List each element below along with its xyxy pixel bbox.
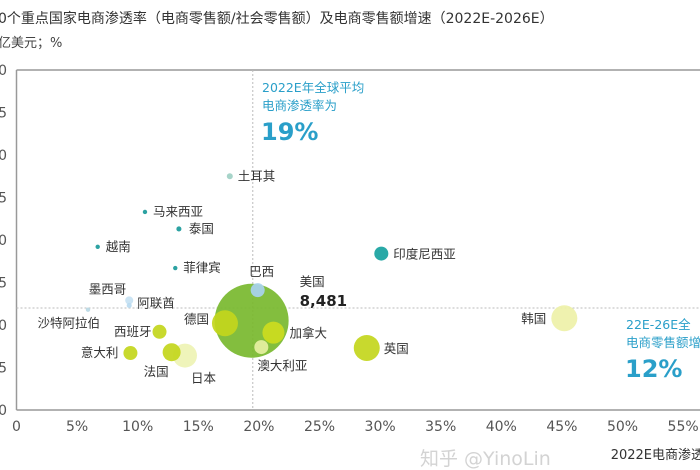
bubble — [211, 310, 238, 337]
x-axis-label: 2022E电商渗透 — [611, 448, 700, 463]
bubble — [176, 226, 182, 232]
bubble-label: 泰国 — [189, 221, 214, 236]
bubble — [123, 346, 138, 361]
x-tick-label: 50% — [607, 419, 638, 435]
bubble-label: 马来西亚 — [153, 204, 203, 219]
x-tick-label: 45% — [546, 419, 577, 435]
bubble — [173, 265, 178, 271]
x-tick-label: 25% — [304, 419, 335, 435]
bubble-label: 澳大利亚 — [257, 358, 307, 373]
bubble — [551, 305, 578, 332]
x-tick-label: 15% — [183, 419, 214, 435]
bubble-label: 加拿大 — [289, 326, 327, 341]
y-tick-label: 5 — [0, 361, 7, 377]
bubble-label: 越南 — [106, 239, 131, 254]
bubble — [152, 324, 167, 339]
bubble-label: 印度尼西亚 — [393, 247, 456, 262]
bubble-label: 德国 — [184, 311, 209, 326]
bubble — [254, 340, 269, 355]
chart-title: 0个重点国家电商渗透率（电商零售额/社会零售额）及电商零售额增速（2022E-2… — [0, 11, 554, 27]
x-tick-label: 5% — [66, 419, 88, 435]
bubble-label: 墨西哥 — [89, 281, 127, 296]
bubble — [126, 302, 132, 308]
bubble-label: 英国 — [384, 341, 409, 356]
x-tick-label: 20% — [243, 419, 274, 435]
bubble-label: 巴西 — [249, 264, 274, 279]
bubble — [226, 173, 233, 180]
bubble — [250, 283, 265, 298]
bubble-label: 土耳其 — [238, 168, 276, 183]
x-tick-label: 55% — [668, 419, 699, 435]
bubble-label: 法国 — [144, 364, 169, 379]
watermark: 知乎 @YinoLin — [420, 448, 551, 470]
bubble — [95, 244, 100, 249]
y-tick-label: 20 — [0, 233, 7, 249]
bubble — [374, 246, 389, 261]
chart-subtitle: 亿美元；% — [0, 36, 63, 51]
bubble — [142, 209, 148, 215]
bubble-label: 阿联酋 — [137, 295, 175, 310]
y-tick-label: 0 — [0, 403, 7, 419]
y-tick-label: 40 — [0, 63, 7, 79]
bubble-label: 日本 — [191, 371, 217, 386]
bubble — [85, 307, 91, 312]
bubble — [125, 296, 134, 305]
annotation-line: 2022E年全球平均 — [262, 80, 364, 95]
bubble — [353, 334, 380, 361]
bubble-value-label: 8,481 — [300, 292, 347, 310]
y-tick-label: 10 — [0, 318, 7, 334]
x-tick-label: 35% — [425, 419, 456, 435]
annotation-line: 22E-26E全 — [626, 317, 691, 332]
annotation-line: 电商渗透率为 — [262, 98, 337, 113]
x-tick-label: 30% — [365, 419, 396, 435]
y-tick-label: 25 — [0, 191, 7, 207]
y-tick-label: 35 — [0, 106, 7, 122]
y-tick-label: 30 — [0, 148, 7, 164]
bubble — [162, 343, 181, 362]
annotation-line: 电商零售额增 — [626, 335, 700, 350]
x-tick-label: 0 — [12, 419, 21, 435]
bubble-label: 西班牙 — [114, 324, 152, 339]
annotation-value: 12% — [625, 355, 682, 383]
bubble-label: 韩国 — [521, 311, 546, 326]
bubble-label: 意大利 — [81, 345, 119, 360]
x-tick-label: 10% — [122, 419, 153, 435]
annotation-value: 19% — [261, 118, 318, 146]
x-tick-label: 40% — [486, 419, 517, 435]
bubble-label: 美国 — [300, 274, 325, 289]
y-tick-label: 15 — [0, 276, 7, 292]
bubble-label: 菲律宾 — [183, 260, 221, 275]
bubble-label: 沙特阿拉伯 — [37, 316, 100, 331]
bubble — [262, 321, 285, 344]
